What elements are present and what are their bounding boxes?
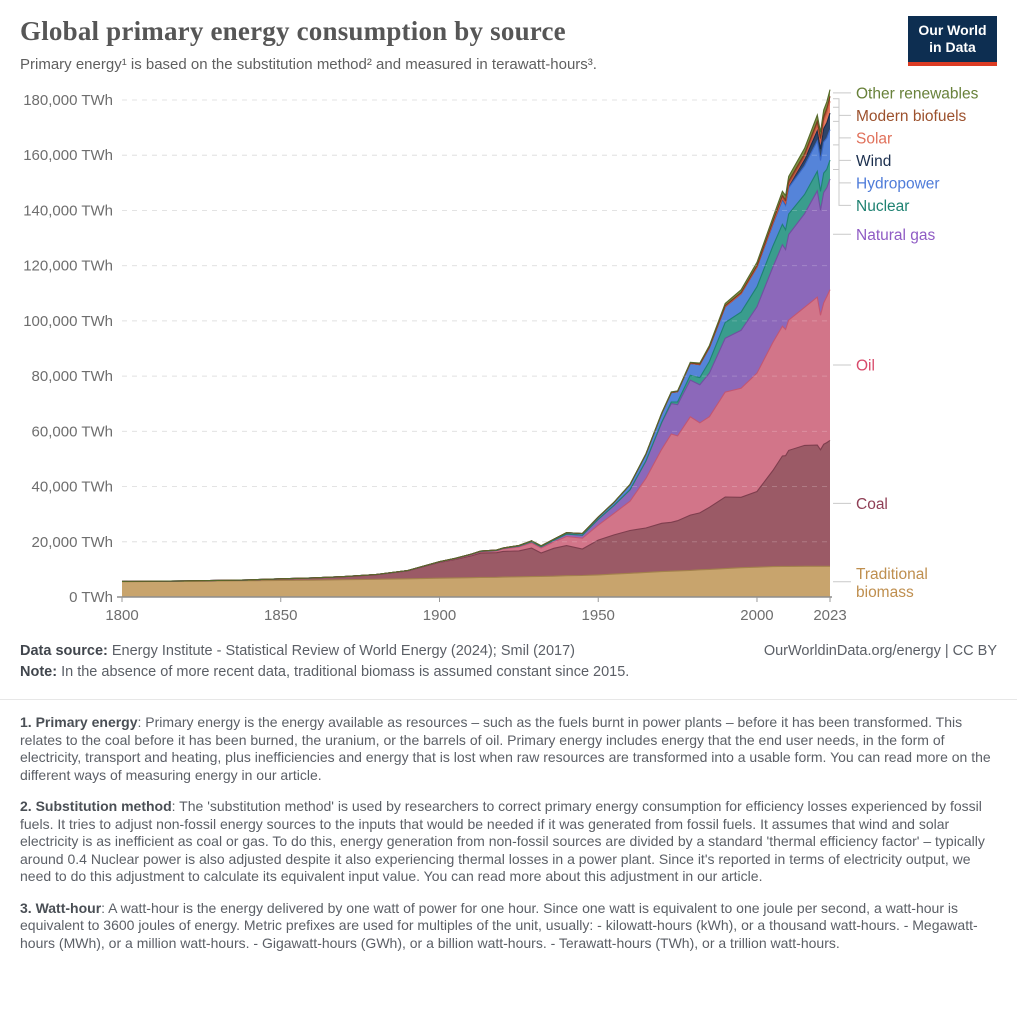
footnote-1: 1. Primary energy: Primary energy is the… <box>20 714 997 784</box>
y-axis-label: 120,000 TWh <box>23 258 113 275</box>
legend-leader-line <box>833 144 851 184</box>
chart-header: Global primary energy consumption by sou… <box>0 0 1017 73</box>
owid-logo[interactable]: Our World in Data <box>908 16 997 66</box>
x-axis-label: 1900 <box>423 607 456 624</box>
chart-subtitle: Primary energy¹ is based on the substitu… <box>20 56 597 73</box>
legend-label-solar[interactable]: Solar <box>856 130 892 147</box>
datasource-line: Data source: Energy Institute - Statisti… <box>20 641 629 662</box>
legend-label-hydropower[interactable]: Hydropower <box>856 175 940 192</box>
attribution-link[interactable]: OurWorldinData.org/energy | CC BY <box>763 643 997 659</box>
x-axis-label: 1800 <box>105 607 138 624</box>
legend-label-traditional-biomass[interactable]: Traditional biomass <box>856 566 928 601</box>
source-left: Data source: Energy Institute - Statisti… <box>20 641 629 683</box>
y-axis-label: 140,000 TWh <box>23 202 113 219</box>
legend-leader-line <box>833 106 851 139</box>
page-title: Global primary energy consumption by sou… <box>20 16 566 46</box>
y-axis-label: 100,000 TWh <box>23 313 113 330</box>
y-axis-label: 20,000 TWh <box>32 534 113 551</box>
y-axis-label: 80,000 TWh <box>32 368 113 385</box>
legend-label-nuclear[interactable]: Nuclear <box>856 198 909 215</box>
stacked-area-chart[interactable]: 0 TWh 20,000 TWh 40,000 TWh 60,000 TWh 80,00… <box>0 75 1017 633</box>
x-axis-label: 2000 <box>740 607 773 624</box>
footnote-1-body: : Primary energy is the energy available… <box>20 714 991 783</box>
legend-label-coal[interactable]: Coal <box>856 496 888 513</box>
legend-label-oil[interactable]: Oil <box>856 358 875 375</box>
y-axis-label: 60,000 TWh <box>32 423 113 440</box>
footnote-3: 3. Watt-hour: A watt-hour is the energy … <box>20 900 997 953</box>
datasource-label: Data source: <box>20 643 108 659</box>
note-text: In the absence of more recent data, trad… <box>61 664 630 680</box>
area-oil[interactable] <box>122 289 830 582</box>
footnote-2: 2. Substitution method: The 'substitutio… <box>20 798 997 886</box>
owid-logo-line1: Our World <box>918 22 987 38</box>
datasource-text[interactable]: Energy Institute - Statistical Review of… <box>111 643 575 659</box>
footnote-1-lead: 1. Primary energy <box>20 714 138 730</box>
legend-leader-line <box>833 120 851 161</box>
footnote-3-body: : A watt-hour is the energy delivered by… <box>20 899 978 951</box>
x-axis-label: 1950 <box>582 607 615 624</box>
source-row: Data source: Energy Institute - Statisti… <box>0 633 1017 683</box>
owid-logo-line2: in Data <box>929 39 976 55</box>
legend-label-modern-biofuels[interactable]: Modern biofuels <box>856 108 967 125</box>
title-block: Global primary energy consumption by sou… <box>20 16 597 73</box>
footnote-2-lead: 2. Substitution method <box>20 798 172 814</box>
area-coal[interactable] <box>122 440 830 582</box>
footnote-divider <box>0 699 1017 700</box>
footnote-3-lead: 3. Watt-hour <box>20 899 102 916</box>
chart-canvas[interactable]: 0 TWh 20,000 TWh 40,000 TWh 60,000 TWh 80,00… <box>0 75 1017 633</box>
y-axis-label: 160,000 TWh <box>23 147 113 164</box>
legend-leader-line <box>833 169 851 206</box>
area-edge <box>121 89 831 582</box>
area-traditional-biomass[interactable] <box>122 566 830 597</box>
footnote-2-body: : The 'substitution method' is used by r… <box>20 798 985 884</box>
note-line: Note: In the absence of more recent data… <box>20 662 629 683</box>
x-axis-label: 1850 <box>264 607 297 624</box>
y-axis-label: 180,000 TWh <box>23 92 113 109</box>
legend-label-other-renewables[interactable]: Other renewables <box>856 85 979 102</box>
area-edge <box>121 565 830 583</box>
x-axis-label: 2023 <box>813 607 846 624</box>
footnotes: 1. Primary energy: Primary energy is the… <box>0 700 1017 952</box>
y-axis-label: 0 TWh <box>69 589 113 606</box>
legend-label-natural-gas[interactable]: Natural gas <box>856 227 936 244</box>
legend-label-wind[interactable]: Wind <box>856 153 891 170</box>
y-axis-label: 40,000 TWh <box>32 479 113 496</box>
note-label: Note: <box>20 664 58 680</box>
